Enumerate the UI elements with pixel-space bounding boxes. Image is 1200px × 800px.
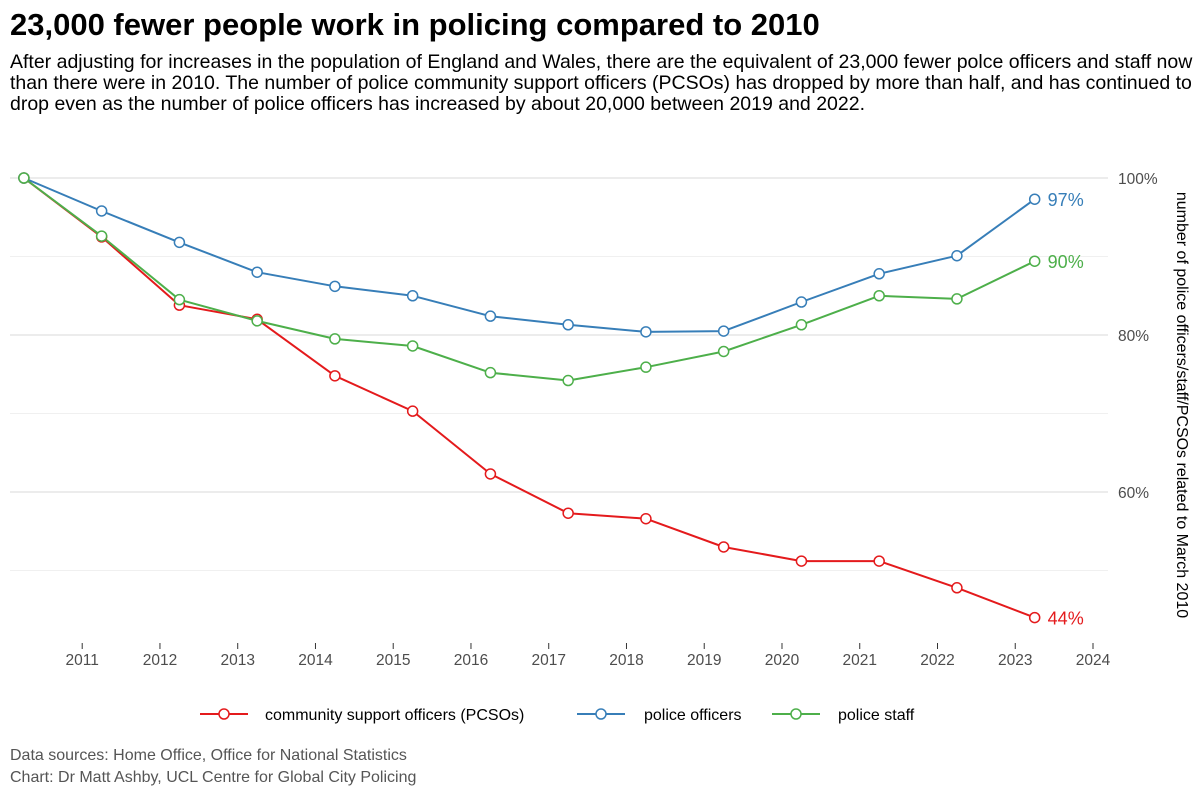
x-axis: 2011 2012 2013 2014 2015 2016 2017 2018 2019 2020… bbox=[66, 643, 1111, 669]
end-value-label: 44% bbox=[1048, 609, 1084, 629]
data-point bbox=[329, 280, 341, 293]
data-points bbox=[18, 172, 1041, 624]
x-tick-label: 2017 bbox=[531, 652, 565, 669]
x-tick-label: 2020 bbox=[765, 652, 800, 669]
data-point bbox=[951, 293, 963, 305]
chart-subtitle: After adjusting for increases in the pop… bbox=[10, 51, 1193, 115]
data-point bbox=[795, 555, 808, 567]
series-line bbox=[23, 177, 1036, 619]
legend-label: police officers bbox=[644, 707, 742, 724]
data-point bbox=[795, 319, 808, 331]
series-line bbox=[23, 177, 1036, 333]
data-point bbox=[873, 555, 885, 567]
legend-label: community support officers (PCSOs) bbox=[265, 707, 524, 724]
y-tick-label: 80% bbox=[1118, 328, 1149, 345]
series-lines bbox=[23, 177, 1036, 619]
data-point bbox=[484, 310, 497, 322]
y-tick-label: 100% bbox=[1118, 171, 1158, 188]
end-labels: 44% 97% 90% bbox=[1048, 190, 1084, 628]
legend-key-marker bbox=[595, 708, 607, 720]
data-point bbox=[173, 236, 186, 249]
x-tick-label: 2022 bbox=[920, 652, 954, 669]
data-point bbox=[717, 325, 730, 337]
data-point bbox=[484, 468, 497, 480]
x-tick-label: 2012 bbox=[143, 652, 177, 669]
x-tick-label: 2023 bbox=[998, 652, 1032, 669]
data-point bbox=[562, 319, 574, 331]
data-point bbox=[640, 512, 652, 525]
data-point bbox=[717, 345, 730, 358]
data-point bbox=[251, 266, 263, 278]
data-point bbox=[640, 361, 652, 373]
gridlines bbox=[10, 177, 1108, 571]
data-point bbox=[562, 374, 574, 387]
data-point bbox=[329, 370, 341, 382]
x-tick-label: 2019 bbox=[687, 652, 721, 669]
caption-sources: Data sources: Home Office, Office for Na… bbox=[10, 747, 407, 764]
x-tick-label: 2024 bbox=[1076, 652, 1111, 669]
data-point bbox=[873, 290, 885, 302]
data-point bbox=[406, 405, 419, 417]
data-point bbox=[95, 205, 108, 217]
data-point bbox=[329, 333, 341, 345]
data-point bbox=[1028, 611, 1041, 624]
legend: community support officers (PCSOs) police… bbox=[200, 707, 915, 724]
caption: Data sources: Home Office, Office for Na… bbox=[10, 745, 416, 789]
data-point bbox=[1028, 255, 1041, 267]
data-point bbox=[406, 290, 419, 302]
y-axis-title: number of police officers/staff/PCSOs re… bbox=[1173, 192, 1190, 618]
caption-credit: Chart: Dr Matt Ashby, UCL Centre for Glo… bbox=[10, 769, 417, 786]
data-point bbox=[18, 172, 30, 184]
legend-key-marker bbox=[218, 708, 230, 720]
x-tick-label: 2015 bbox=[376, 652, 410, 669]
legend-label: police staff bbox=[838, 707, 915, 724]
data-point bbox=[251, 315, 263, 327]
x-tick-label: 2014 bbox=[298, 652, 333, 669]
data-point bbox=[951, 249, 963, 262]
data-point bbox=[951, 582, 963, 594]
x-tick-label: 2021 bbox=[842, 652, 876, 669]
data-point bbox=[640, 326, 652, 338]
data-point bbox=[795, 296, 808, 308]
legend-key-marker bbox=[790, 708, 802, 720]
data-point bbox=[1028, 193, 1041, 205]
x-tick-label: 2018 bbox=[609, 652, 643, 669]
data-point bbox=[173, 293, 186, 306]
data-point bbox=[95, 230, 108, 242]
x-tick-label: 2011 bbox=[66, 652, 99, 669]
end-value-label: 97% bbox=[1048, 190, 1084, 210]
x-tick-label: 2013 bbox=[220, 652, 254, 669]
y-axis: 100% 80% 60% bbox=[1118, 171, 1158, 502]
series-line bbox=[23, 177, 1036, 382]
data-point bbox=[562, 507, 574, 519]
data-point bbox=[717, 541, 730, 553]
x-tick-label: 2016 bbox=[454, 652, 488, 669]
y-tick-label: 60% bbox=[1118, 485, 1149, 502]
data-point bbox=[484, 366, 497, 379]
chart-title: 23,000 fewer people work in policing com… bbox=[10, 7, 820, 42]
end-value-label: 90% bbox=[1048, 252, 1084, 272]
data-point bbox=[873, 268, 885, 280]
data-point bbox=[406, 340, 419, 352]
